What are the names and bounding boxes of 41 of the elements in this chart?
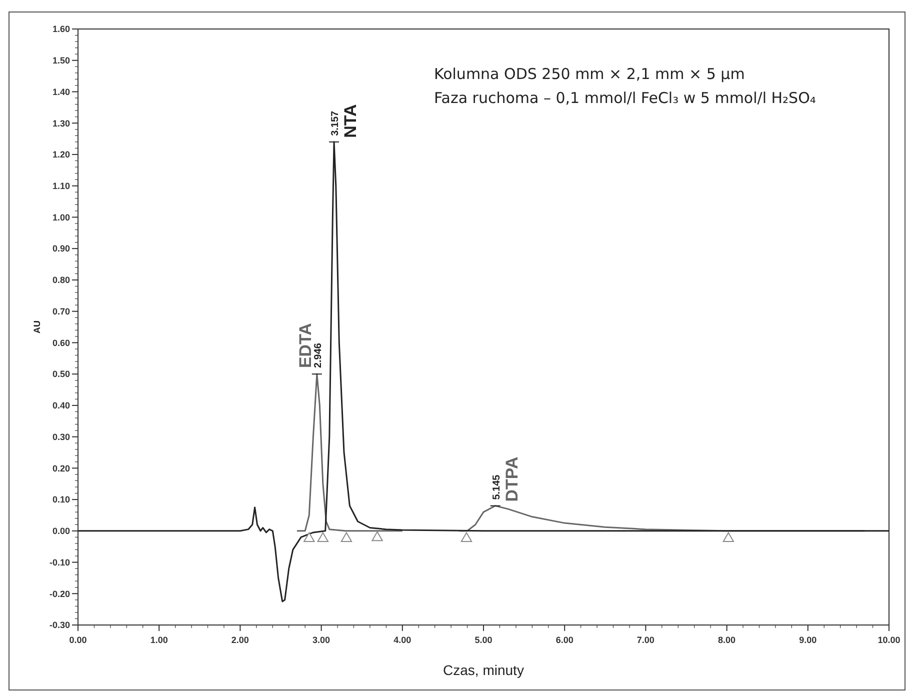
y-tick-label: -0.20 [49,588,70,599]
x-tick-label: 9.00 [799,635,817,645]
y-tick-label: 0.90 [52,244,70,254]
y-tick-label: 1.60 [52,24,70,34]
x-tick-label: 6.00 [556,635,574,645]
y-tick-label: 1.50 [52,56,70,66]
y-tick-label: 1.00 [52,212,70,222]
x-tick-label: 3.00 [312,635,330,645]
annotation: 2.946 [312,342,324,368]
y-tick-label: 0.70 [52,306,70,316]
x-tick-label: 1.00 [150,635,168,645]
y-tick-label: 0.30 [52,432,70,442]
x-tick-label: 10.00 [878,635,900,645]
annotation: Faza ruchoma – 0,1 mmol/l FeCl₃ w 5 mmol/l H₂SO₄ [434,89,816,107]
x-tick-label: 2.00 [231,635,249,645]
x-tick-label: 0.00 [69,635,87,645]
y-tick-label: 0.60 [52,338,70,348]
text: EDTA [296,323,315,368]
y-tick-label: 0.10 [52,494,70,505]
y-tick-label: 1.20 [52,150,70,160]
y-tick-label: 0.80 [52,275,70,286]
text: DTPA [502,456,522,502]
annotation: 5.145 [491,474,502,500]
y-tick-label: -0.30 [49,620,70,630]
y-tick-label: 0.00 [52,526,70,536]
y-tick-label: 0.40 [52,400,70,411]
annotation: Kolumna ODS 250 mm × 2,1 mm × 5 µm [434,65,745,83]
y-tick-label: 1.30 [52,118,70,128]
x-axis-title: Czas, minuty [443,662,524,678]
y-axis-title: AU [32,320,42,334]
x-tick-label: 4.00 [394,635,412,645]
x-tick-label: 7.00 [636,635,654,645]
y-tick-label: 0.50 [52,369,70,380]
y-tick-label: 1.40 [52,86,70,97]
annotation: 3.157 [330,110,342,136]
text: NTA [341,104,360,138]
y-tick-label: -0.10 [49,557,70,568]
x-tick-label: 5.00 [474,635,492,645]
y-tick-label: 1.10 [52,180,70,191]
y-tick-label: 0.20 [52,463,70,474]
x-tick-label: 8.00 [718,635,736,645]
